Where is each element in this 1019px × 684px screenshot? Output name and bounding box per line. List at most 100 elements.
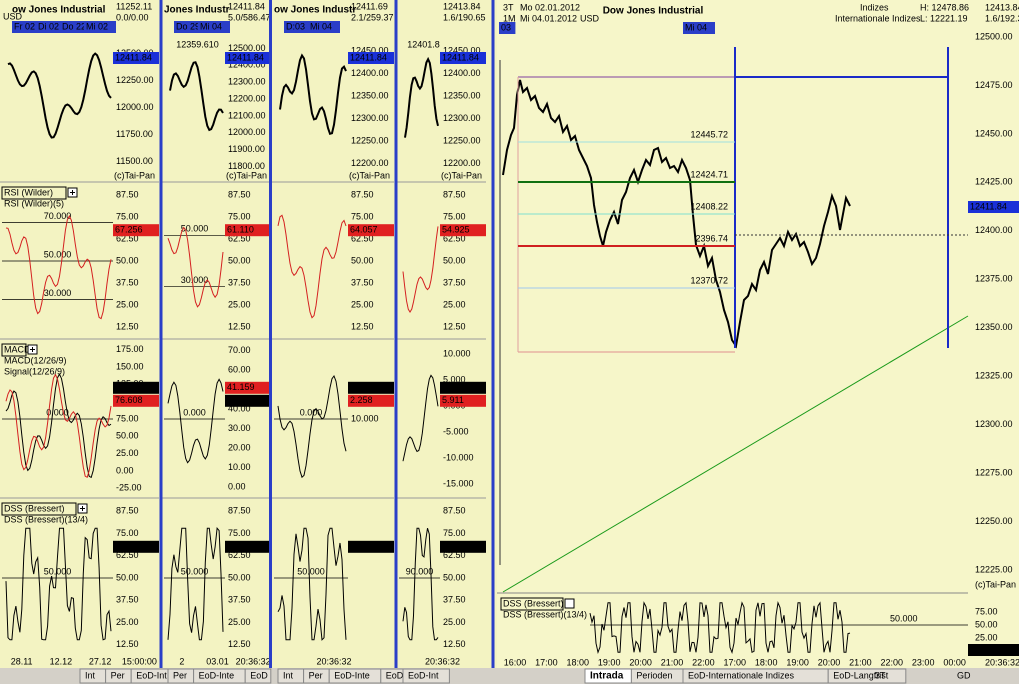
indicator-axis-label: 25.00 xyxy=(116,617,139,627)
tab-label[interactable]: EoD-Internationale Indizes xyxy=(688,670,795,680)
tab-label[interactable]: Per xyxy=(309,670,323,680)
trend-line xyxy=(502,315,969,593)
price-axis-label: 12400.00 xyxy=(975,225,1013,235)
price-axis-label: 12300.00 xyxy=(351,113,389,123)
tab-label[interactable]: Per xyxy=(111,670,125,680)
date-marker: Fr 02 xyxy=(14,21,35,31)
date-marker-box xyxy=(308,21,340,33)
level-label: 50.000 xyxy=(44,566,72,576)
indicator-axis-label: 37.50 xyxy=(443,595,466,605)
last-price-box xyxy=(225,52,271,64)
indicator-last: 5.911 xyxy=(442,395,464,405)
indicator-axis-label: 50.00 xyxy=(443,255,466,265)
indicator-axis-label: 150.00 xyxy=(116,361,144,371)
price-axis-label: 12350.00 xyxy=(975,322,1013,332)
tab-label[interactable]: EoD-Int xyxy=(136,670,167,680)
tab-label[interactable]: Per xyxy=(173,670,187,680)
annotation: 12401.8 xyxy=(407,39,440,49)
quote: 12413.84 xyxy=(985,2,1019,12)
indicator-axis-label: 25.00 xyxy=(116,299,139,309)
indicator-axis-label: 0.00 xyxy=(228,482,246,492)
indicator-last: 39.109 xyxy=(227,395,255,405)
time-label: 19:00 xyxy=(786,657,809,667)
tab[interactable] xyxy=(402,668,450,684)
tab-label[interactable]: EoD xyxy=(250,670,268,680)
control[interactable]: 3T xyxy=(875,670,886,680)
indicator-axis-label: 75.00 xyxy=(443,528,466,538)
tab-label[interactable]: EoD xyxy=(386,670,404,680)
date-marker-box xyxy=(84,21,116,33)
indicator-last: 61.110 xyxy=(227,225,254,235)
time-label: 17:00 xyxy=(535,657,558,667)
last-price: 12411.84 xyxy=(115,52,152,62)
indicator-axis-label: 175.00 xyxy=(116,344,144,354)
tab[interactable] xyxy=(244,668,272,684)
expand-icon xyxy=(70,190,75,195)
tab-label[interactable]: EoD-Langfrist xyxy=(833,670,889,680)
indicator-axis-label: 12.50 xyxy=(443,639,466,649)
tab-label[interactable]: Intrada xyxy=(590,671,624,682)
tab-label[interactable]: EoD-Inte xyxy=(199,670,235,680)
indicator-axis-label: -5.000 xyxy=(443,426,469,436)
tab-label[interactable]: Perioden xyxy=(636,670,672,680)
level-label: 0.000 xyxy=(46,407,69,417)
date-marker-box xyxy=(683,22,715,34)
indicator-line-name: RSI (Wilder)(5) xyxy=(4,198,64,208)
indicator-title: DSS (Bressert) xyxy=(4,503,65,513)
indicator-line xyxy=(5,214,112,320)
last-price-box xyxy=(113,52,159,64)
indicator-axis-label: 62.50 xyxy=(443,233,466,243)
indicator-axis-label: 50.00 xyxy=(975,619,998,629)
indicator-axis-label: 50.00 xyxy=(228,255,251,265)
price-axis-label: 12250.00 xyxy=(443,136,481,146)
indicator-axis-label: 10.00 xyxy=(228,462,251,472)
indicator-axis-label: 10.000 xyxy=(351,413,379,423)
time-label: 15:00:00 xyxy=(122,656,157,666)
price-axis-label: 12475.00 xyxy=(975,80,1013,90)
level-label: 70.000 xyxy=(44,211,72,221)
indicator-axis-label: 37.50 xyxy=(116,277,139,287)
indicator-title-frame xyxy=(500,597,564,611)
price-axis-label: 11500.00 xyxy=(116,156,153,166)
time-label: 03.01 xyxy=(206,656,229,666)
price-axis-label: 12350.00 xyxy=(351,91,389,101)
indicator-line xyxy=(402,374,439,462)
indicator-last-box xyxy=(113,394,159,407)
tab-label[interactable]: Int xyxy=(283,670,294,680)
time-label: 28.11 xyxy=(11,656,33,666)
indicator-axis-label: 25.00 xyxy=(351,299,374,309)
pane-header: 5.0/586.47 xyxy=(228,12,271,22)
main-title: Dow Jones Industrial xyxy=(603,6,704,17)
control[interactable]: GD xyxy=(957,670,971,680)
indicator-axis-label: 62.50 xyxy=(116,550,139,560)
last-price-box xyxy=(348,52,394,64)
indicator-last: 91.369 xyxy=(350,541,378,551)
indicator-axis-label: 87.50 xyxy=(116,189,139,199)
price-axis-label: 12250.00 xyxy=(351,136,389,146)
indicator-last: 67.256 xyxy=(115,225,143,235)
expand-button[interactable] xyxy=(564,598,575,609)
price-axis-label: 12450.00 xyxy=(351,46,389,56)
time-label: 23:00 xyxy=(912,657,935,667)
pane-title: ow Jones Industr xyxy=(274,5,356,16)
tab-label[interactable]: Int xyxy=(85,670,96,680)
pane-header: 2.1/259.37 xyxy=(351,12,394,22)
indicator-axis-label: 50.00 xyxy=(116,255,139,265)
tab-label[interactable]: EoD-Inte xyxy=(334,670,370,680)
indicator-last-box xyxy=(440,394,486,407)
time-label: 21:00 xyxy=(849,657,872,667)
indicator-axis-label: 75.00 xyxy=(975,606,998,616)
price-axis-label: 12200.00 xyxy=(351,158,389,168)
subgroup: Internationale Indizes xyxy=(835,13,921,23)
indicator-line xyxy=(277,214,347,319)
indicator-line xyxy=(5,373,112,479)
indicator-line xyxy=(277,374,347,479)
tab-label[interactable]: EoD-Int xyxy=(408,670,439,680)
copyright: (c)Tai-Pan xyxy=(441,170,482,180)
indicator-axis-label: 75.00 xyxy=(443,211,466,221)
tab[interactable] xyxy=(827,668,907,684)
date-to: Mi 04.01.2012 xyxy=(520,13,577,23)
indicator-axis-label: 62.50 xyxy=(228,233,251,243)
pane-title: Jones Industr xyxy=(164,5,230,16)
group: Indizes xyxy=(860,2,889,12)
